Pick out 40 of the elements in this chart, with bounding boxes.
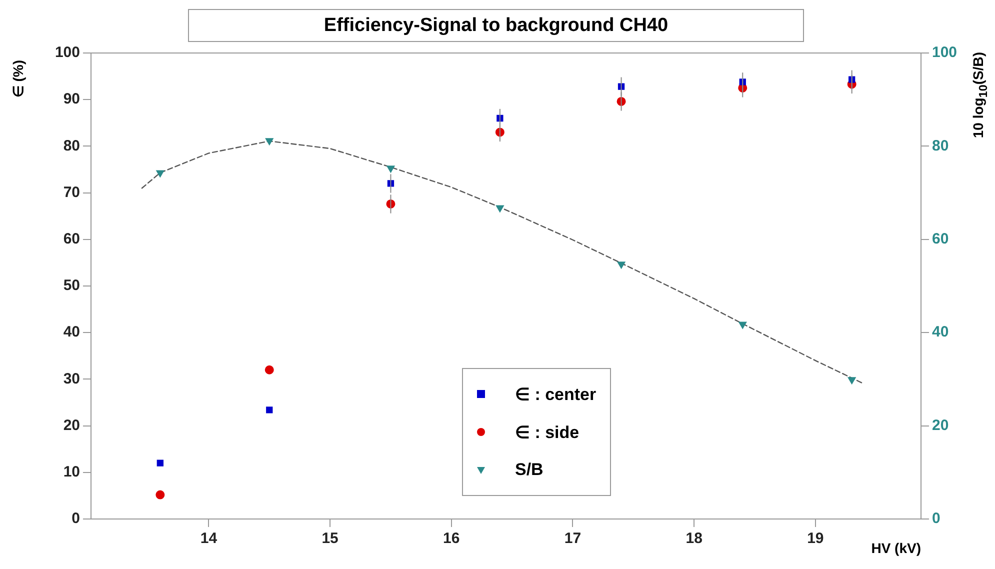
point xyxy=(848,377,856,384)
point xyxy=(496,205,504,212)
y2-tick-label: 40 xyxy=(932,324,949,341)
point xyxy=(156,490,165,500)
y2-tick-label: 20 xyxy=(932,416,949,434)
point xyxy=(156,170,164,178)
x-tick-label: 15 xyxy=(322,530,338,548)
y2-tick-label: 60 xyxy=(932,230,949,248)
x-tick-label: 18 xyxy=(686,530,702,548)
y2-tick-label: 100 xyxy=(932,44,958,62)
x-tick-label: 19 xyxy=(807,530,824,548)
y2-tick-label: 80 xyxy=(932,137,949,154)
point xyxy=(738,322,747,329)
y-axis-title: ∈ (%) xyxy=(10,60,26,98)
y-tick-label: 20 xyxy=(63,416,80,434)
y-tick-label: 80 xyxy=(63,137,80,154)
x-tick-label: 17 xyxy=(564,530,582,548)
point xyxy=(156,460,164,466)
y-tick-label: 0 xyxy=(72,510,80,528)
y-tick-label: 10 xyxy=(63,464,80,481)
point xyxy=(264,365,274,374)
x-tick-label: 14 xyxy=(200,530,218,548)
y2-tick-label: 0 xyxy=(932,510,940,528)
legend-label: ∈ : center xyxy=(515,384,596,404)
x-tick-label: 16 xyxy=(443,530,460,548)
point xyxy=(617,262,626,269)
legend-label: S/B xyxy=(515,460,544,480)
chart-title: Efficiency-Signal to background CH40 xyxy=(188,9,804,42)
y-tick-label: 40 xyxy=(63,324,80,341)
point xyxy=(386,166,395,173)
y-tick-label: 60 xyxy=(63,230,80,248)
y-tick-label: 90 xyxy=(63,90,80,108)
legend-label: ∈ : side xyxy=(515,422,580,442)
y-tick-label: 70 xyxy=(63,184,80,201)
y-tick-label: 30 xyxy=(63,370,80,388)
x-axis-title: HV (kV) xyxy=(871,540,921,556)
y-tick-label: 100 xyxy=(54,44,80,62)
point xyxy=(266,406,273,414)
point xyxy=(265,138,274,146)
y-tick-label: 50 xyxy=(63,277,80,294)
